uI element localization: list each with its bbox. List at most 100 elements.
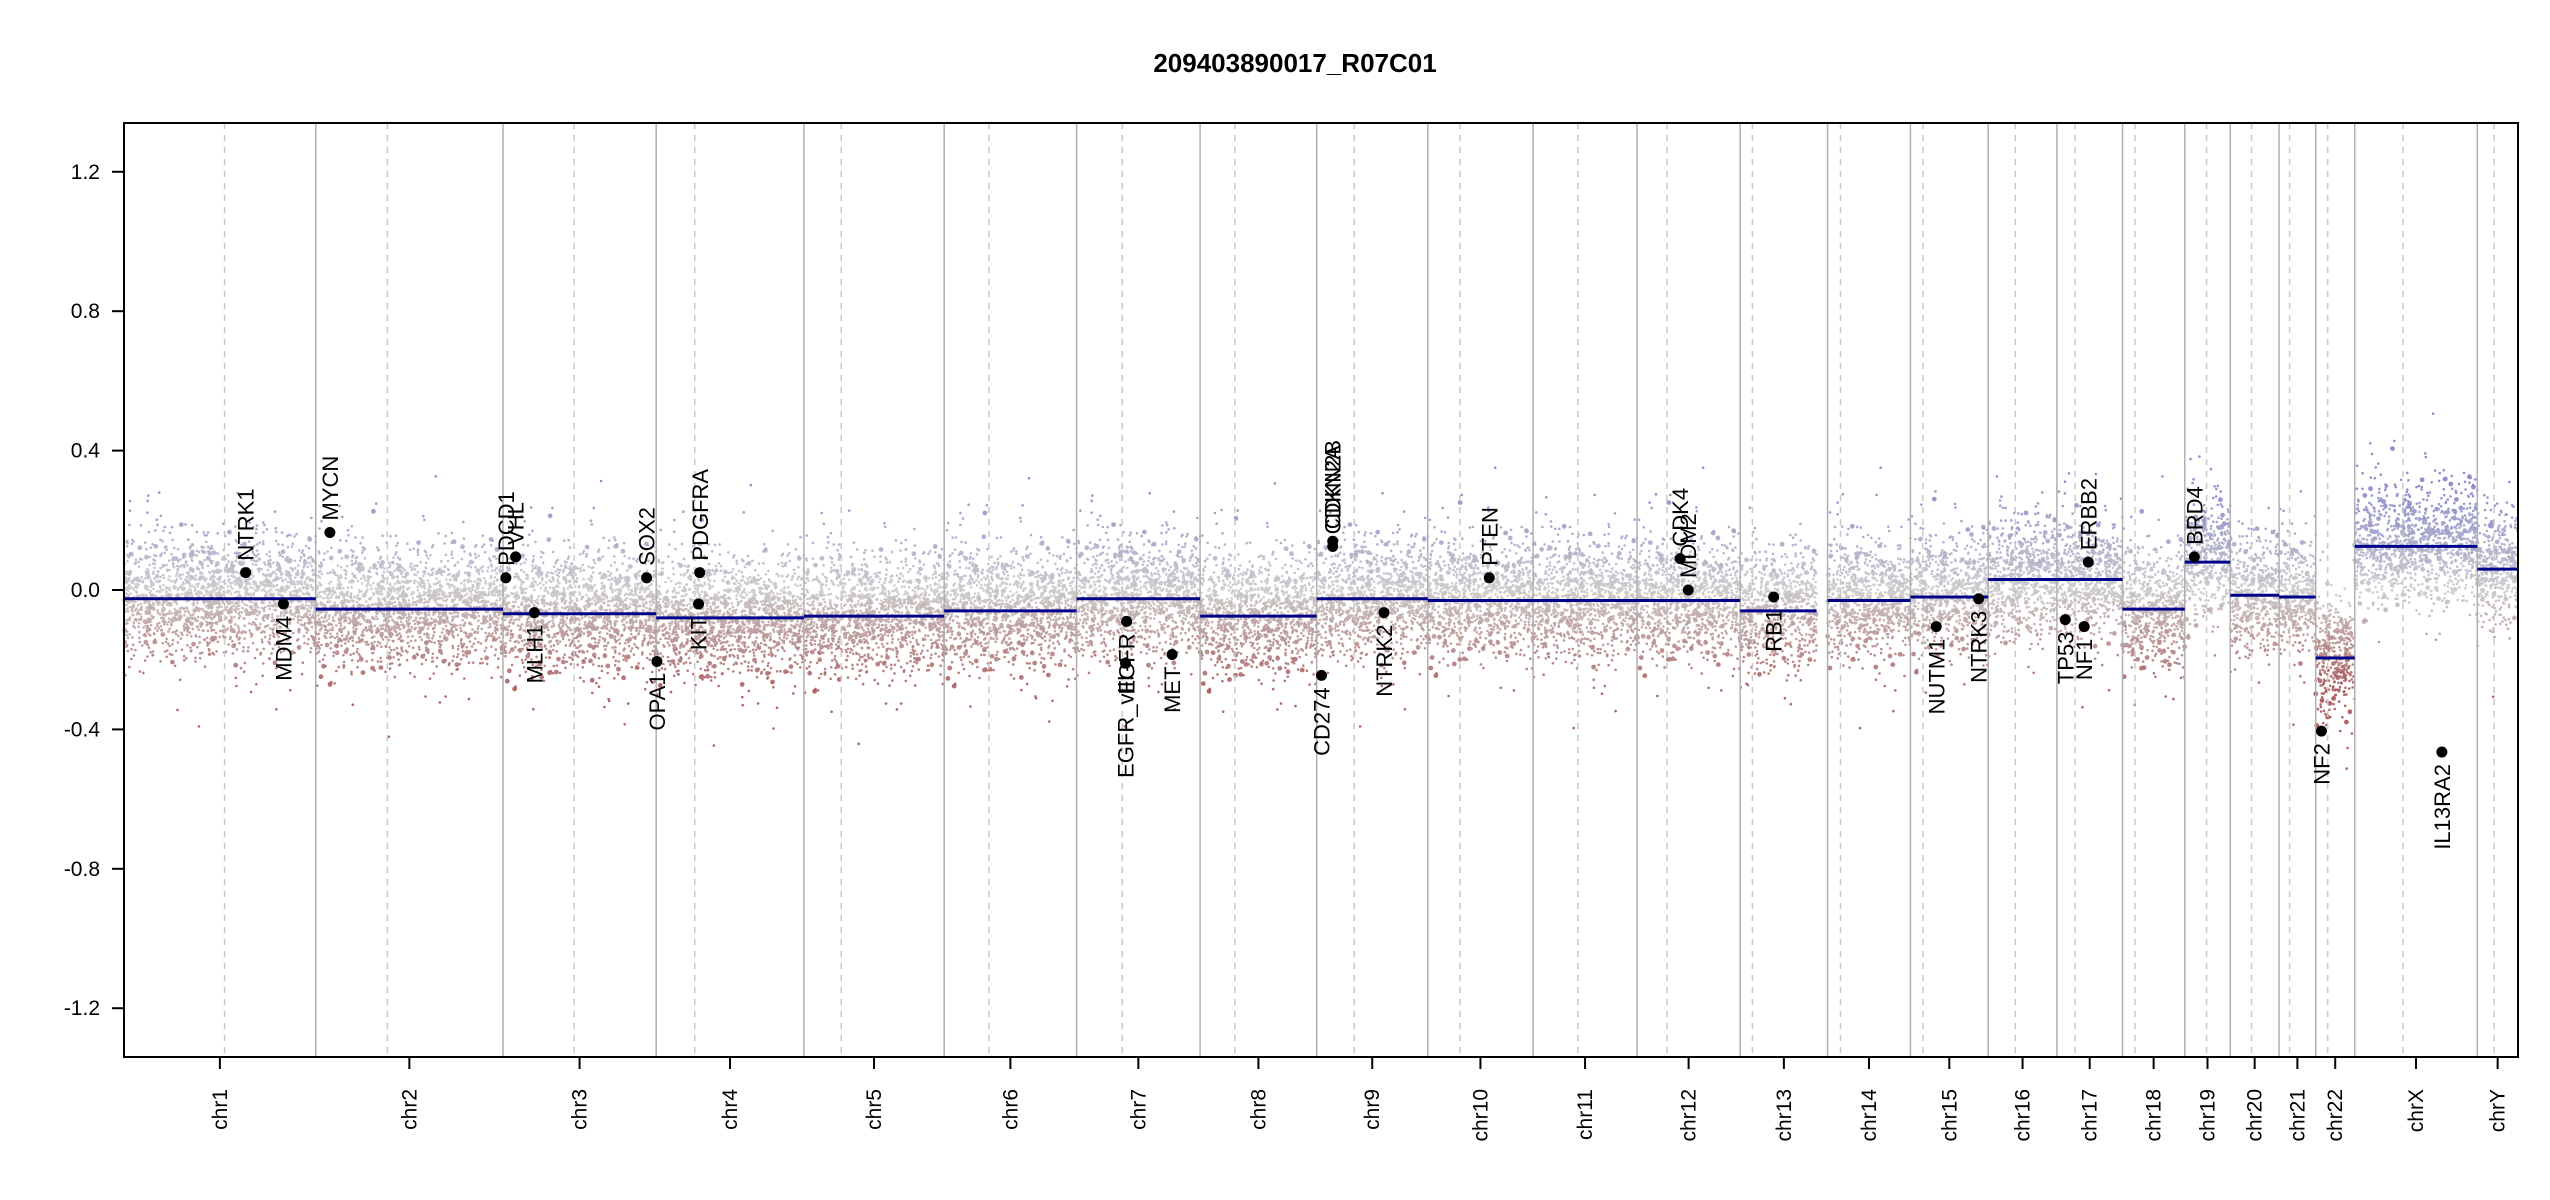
x-axis: chr1 chr2 chr3 chr4 chr5 chr6 chr7 chr8 chr9 chr1… — [209, 1057, 2510, 1142]
x-tick-label-chrX: chrX — [2405, 1089, 2428, 1132]
probe-points-198 — [330, 679, 2356, 685]
y-tick-label: 0.0 — [71, 579, 100, 602]
probe-points-33 — [126, 558, 2517, 565]
probe-points-214 — [591, 691, 1928, 695]
probe-points-78 — [125, 580, 2506, 587]
probe-points-137 — [243, 660, 2343, 666]
probe-points-100 — [131, 536, 2510, 543]
probe-points-29 — [125, 543, 2502, 550]
probe-points-85 — [138, 555, 2514, 562]
gene-point-BRD4 — [2188, 551, 2200, 563]
y-tick-label: -0.8 — [64, 858, 100, 881]
probe-points-223 — [595, 681, 2343, 685]
probe-points-120 — [186, 618, 2244, 624]
probe-points-160 — [159, 658, 2325, 664]
gene-point-OPA1 — [651, 655, 663, 667]
probe-points-168 — [185, 655, 2347, 661]
probe-points-113 — [147, 528, 2507, 535]
probe-points-196 — [389, 648, 2342, 652]
probe-points-77 — [137, 563, 2517, 570]
probe-points-42 — [127, 583, 2510, 590]
probe-points-133 — [167, 641, 2346, 647]
probe-points-152 — [262, 661, 2348, 666]
probe-points-163 — [147, 645, 2353, 651]
x-tick-label-chr5: chr5 — [863, 1089, 886, 1130]
probe-points-242 — [2323, 686, 2335, 690]
probe-points-104 — [130, 541, 2514, 547]
x-tick-label-chrY: chrY — [2487, 1089, 2510, 1132]
gene-label-IL13RA2: IL13RA2 — [2430, 764, 2455, 850]
gene-label-PTEN: PTEN — [1477, 507, 1502, 566]
probe-points-54 — [122, 597, 2485, 603]
probe-points-174 — [173, 662, 2348, 669]
gene-label-BRD4: BRD4 — [2182, 486, 2207, 545]
probe-points-228 — [747, 688, 2346, 694]
probe-points-159 — [239, 665, 2351, 671]
probe-points-195 — [341, 514, 2475, 520]
x-tick-label-chr6: chr6 — [999, 1089, 1022, 1130]
gene-label-NTRK2: NTRK2 — [1372, 625, 1397, 697]
probe-points-52 — [128, 522, 2517, 528]
gene-point-IL13RA2 — [2436, 746, 2448, 758]
y-tick-label: -0.4 — [64, 718, 101, 741]
x-tick-label-chr1: chr1 — [209, 1089, 232, 1130]
chart-title: 209403890017_R07C01 — [1153, 48, 1436, 78]
gene-point-TP53 — [2059, 614, 2071, 626]
gene-point-EGFR_vIII — [1119, 657, 1131, 669]
gene-label-VHL: VHL — [504, 502, 529, 545]
gene-point-PDCD1 — [500, 572, 512, 584]
y-tick-label: 1.2 — [71, 161, 100, 184]
probe-scatter-layer — [122, 412, 2520, 770]
probe-points-216 — [643, 687, 2341, 692]
probe-points-210 — [315, 683, 2332, 688]
x-tick-label-chr19: chr19 — [2196, 1089, 2219, 1142]
x-tick-label-chr4: chr4 — [719, 1089, 742, 1130]
x-tick-label-chr12: chr12 — [1678, 1089, 1701, 1142]
gene-label-CDK4: CDK4 — [1668, 488, 1693, 547]
gene-point-NTRK2 — [1378, 607, 1390, 619]
probe-points-226 — [792, 691, 2325, 697]
gene-point-VHL — [510, 551, 522, 563]
gene-label-NTRK3: NTRK3 — [1967, 611, 1992, 683]
probe-points-28 — [191, 542, 2511, 549]
gene-label-CD274: CD274 — [1309, 687, 1334, 755]
probe-points-31 — [150, 591, 2497, 597]
gene-point-PTEN — [1483, 572, 1495, 584]
probe-points-41 — [132, 576, 2517, 583]
x-tick-label-chr16: chr16 — [2012, 1089, 2035, 1142]
gene-label-RB1: RB1 — [1762, 609, 1787, 652]
probe-points-9 — [140, 614, 2517, 621]
probe-points-177 — [255, 681, 1966, 687]
probe-points-147 — [170, 659, 2338, 665]
gene-label-NF2: NF2 — [2309, 743, 2334, 785]
probe-points-55 — [123, 561, 2493, 567]
y-tick-label: -1.2 — [64, 997, 100, 1020]
gene-label-PDGFRA: PDGFRA — [688, 469, 713, 561]
probe-points-12 — [151, 648, 2336, 655]
probe-points-146 — [145, 626, 2328, 632]
gene-label-MYCN: MYCN — [318, 456, 343, 521]
probe-points-37 — [126, 592, 2517, 598]
probe-points-241 — [2303, 681, 2306, 684]
probe-points-227 — [783, 669, 788, 675]
gene-label-MET: MET — [1160, 666, 1185, 712]
probe-points-230 — [1220, 507, 2493, 512]
probe-points-83 — [203, 532, 2504, 539]
y-tick-label: 0.8 — [71, 300, 100, 323]
probe-points-154 — [249, 690, 2345, 694]
gene-label-EGFR_vIII: EGFR_vIII — [1113, 675, 1138, 778]
probe-points-194 — [321, 663, 2351, 669]
x-tick-label-chr18: chr18 — [2143, 1089, 2166, 1142]
probe-points-13 — [146, 566, 2506, 573]
x-tick-label-chr17: chr17 — [2079, 1089, 2102, 1142]
probe-points-86 — [132, 622, 2340, 629]
gene-point-NF2 — [2315, 725, 2327, 737]
x-tick-label-chr7: chr7 — [1127, 1089, 1150, 1130]
probe-points-181 — [236, 491, 2474, 496]
x-tick-label-chr14: chr14 — [1858, 1089, 1881, 1142]
probe-points-58 — [124, 569, 2513, 576]
probe-points-88 — [152, 630, 2354, 636]
probe-points-136 — [176, 693, 2495, 770]
gene-point-CDKN2B — [1327, 535, 1339, 547]
gene-point-EGFR — [1121, 615, 1133, 627]
